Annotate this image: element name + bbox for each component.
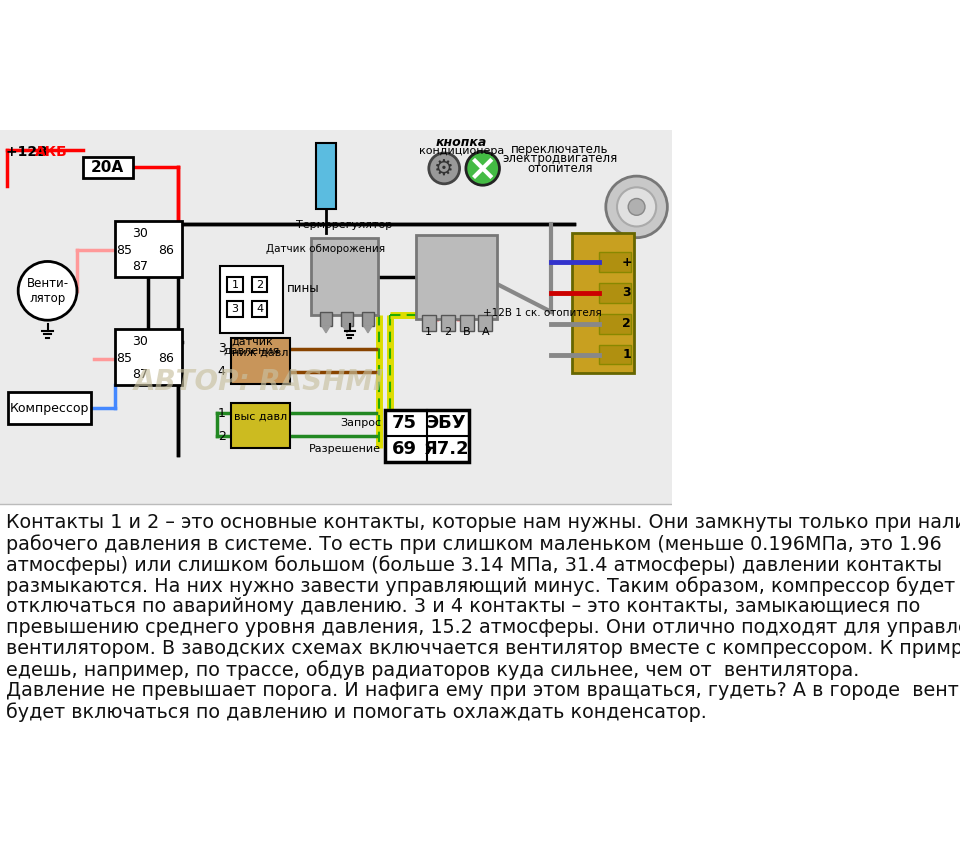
Bar	[441, 316, 455, 330]
Text: Давление не превышает порога. И нафига ему при этом вращаться, гудеть? А в город: Давление не превышает порога. И нафига е…	[6, 682, 960, 700]
Bar	[115, 221, 181, 277]
Text: 30: 30	[132, 227, 148, 240]
Bar	[478, 316, 492, 330]
Text: 69: 69	[392, 440, 417, 458]
Text: +: +	[621, 256, 632, 269]
Text: Я7.2: Я7.2	[423, 440, 469, 458]
Text: вентилятором. В заводских схемах включчается вентилятор вместе с компрессором. К: вентилятором. В заводских схемах включча…	[6, 639, 960, 658]
Text: Венти-
лятор: Венти- лятор	[27, 277, 68, 304]
Text: +12В 1 ск. отопителя: +12В 1 ск. отопителя	[483, 308, 601, 318]
Text: атмосферы) или слишком большом (больше 3.14 МПа, 31.4 атмосферы) давлении контак: атмосферы) или слишком большом (больше 3…	[6, 555, 942, 575]
Text: 3: 3	[218, 343, 226, 356]
Bar	[599, 283, 631, 303]
Text: 87: 87	[132, 368, 148, 381]
Bar	[230, 403, 290, 448]
Text: 20А: 20А	[91, 159, 124, 175]
Text: 2: 2	[218, 430, 226, 443]
Text: 1: 1	[218, 407, 226, 420]
Text: 4: 4	[256, 304, 263, 314]
Bar	[9, 392, 91, 425]
Text: рабочего давления в системе. То есть при слишком маленьком (меньше 0.196МПа, это: рабочего давления в системе. То есть при…	[6, 535, 942, 554]
Bar	[228, 301, 243, 317]
Text: АКБ: АКБ	[35, 145, 68, 159]
Text: Контакты 1 и 2 – это основные контакты, которые нам нужны. Они замкнуты только п: Контакты 1 и 2 – это основные контакты, …	[6, 513, 960, 532]
Circle shape	[628, 198, 645, 215]
Circle shape	[617, 188, 657, 227]
Text: ⚙: ⚙	[434, 158, 454, 178]
Text: кнопка: кнопка	[436, 136, 488, 149]
Bar	[83, 157, 132, 177]
Text: 1: 1	[231, 279, 238, 290]
Text: датчик: датчик	[231, 336, 273, 346]
Text: 30: 30	[132, 336, 148, 349]
Text: электродвигателя: электродвигателя	[502, 152, 617, 165]
Text: выс давл: выс давл	[233, 412, 287, 422]
Text: отключаться по аварийному давлению. 3 и 4 контакты – это контакты, замыкающиеся : отключаться по аварийному давлению. 3 и …	[6, 597, 920, 616]
Text: АВТОР: RASHMI: АВТОР: RASHMI	[133, 368, 384, 396]
Text: A: A	[482, 327, 490, 337]
Text: отопителя: отопителя	[527, 162, 592, 175]
Text: едешь, например, по трассе, обдув радиаторов куда сильнее, чем от  вентилятора.: едешь, например, по трассе, обдув радиат…	[6, 660, 859, 680]
Bar	[311, 239, 377, 316]
Text: 4: 4	[218, 366, 226, 379]
Text: Запрос: Запрос	[340, 418, 381, 428]
Text: превышению среднего уровня давления, 15.2 атмосферы. Они отлично подходят для уп: превышению среднего уровня давления, 15.…	[6, 618, 960, 638]
Text: 86: 86	[157, 244, 174, 257]
Bar	[599, 253, 631, 272]
Text: размыкаются. На них нужно завести управляющий минус. Таким образом, компрессор б: размыкаются. На них нужно завести управл…	[6, 576, 955, 596]
Polygon shape	[343, 326, 351, 333]
Bar	[341, 311, 353, 326]
Bar	[599, 345, 631, 364]
Bar	[252, 301, 267, 317]
Bar	[572, 234, 634, 374]
Text: переключатель: переключатель	[511, 143, 609, 156]
Text: давления: давления	[224, 345, 280, 356]
Polygon shape	[322, 326, 330, 333]
Text: 2: 2	[256, 279, 263, 290]
Text: 1: 1	[425, 327, 432, 337]
Bar	[0, 130, 672, 504]
Text: Разрешение: Разрешение	[309, 444, 381, 454]
Bar	[599, 314, 631, 334]
Text: +12В: +12В	[6, 145, 52, 159]
Bar	[316, 143, 336, 209]
Bar	[228, 277, 243, 292]
Text: ЭБУ: ЭБУ	[426, 414, 467, 432]
Text: 3: 3	[622, 286, 631, 299]
Text: 85: 85	[116, 352, 132, 365]
Bar	[421, 316, 436, 330]
Text: 86: 86	[157, 352, 174, 365]
Bar	[362, 311, 374, 326]
Circle shape	[606, 176, 667, 238]
Text: Терморегулятор: Терморегулятор	[296, 220, 393, 230]
Text: 87: 87	[132, 260, 148, 272]
Bar	[320, 311, 332, 326]
Circle shape	[429, 153, 460, 183]
Text: Компрессор: Компрессор	[10, 402, 89, 415]
Text: B: B	[463, 327, 470, 337]
Text: 2: 2	[622, 317, 631, 330]
Text: пины: пины	[287, 282, 320, 295]
Circle shape	[18, 261, 77, 320]
Polygon shape	[364, 326, 372, 333]
Bar	[460, 316, 473, 330]
Bar	[252, 277, 267, 292]
Text: Датчик обморожения: Датчик обморожения	[267, 244, 386, 254]
Bar	[417, 235, 496, 319]
Text: 1: 1	[622, 348, 631, 361]
Text: кондиционера: кондиционера	[420, 146, 504, 156]
Text: 2: 2	[444, 327, 451, 337]
Bar	[115, 330, 181, 385]
Text: 75: 75	[392, 414, 417, 432]
Text: 85: 85	[116, 244, 132, 257]
Bar	[221, 266, 283, 333]
Bar	[230, 338, 290, 384]
Text: ниж давл: ниж давл	[232, 348, 288, 357]
Text: будет включаться по давлению и помогать охлаждать конденсатор.: будет включаться по давлению и помогать …	[6, 702, 707, 722]
Bar	[385, 410, 468, 462]
Circle shape	[466, 151, 499, 185]
Text: 3: 3	[231, 304, 238, 314]
